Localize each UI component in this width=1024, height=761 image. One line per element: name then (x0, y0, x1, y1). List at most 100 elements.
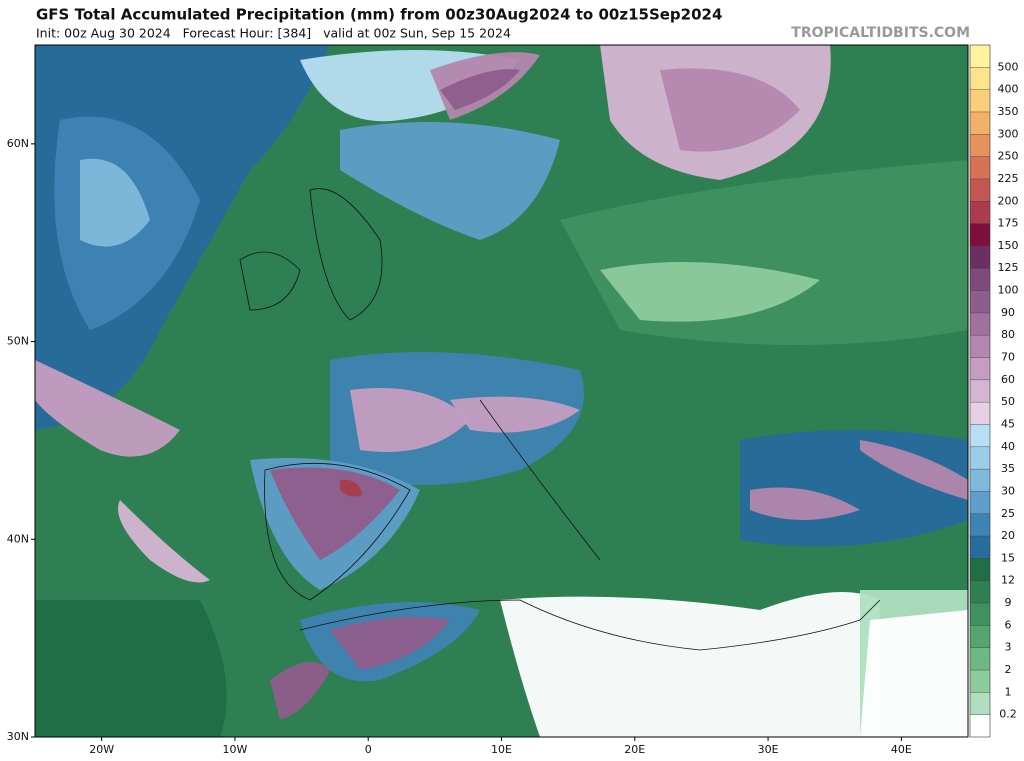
subtitle: Init: 00z Aug 30 2024 Forecast Hour: [38… (36, 26, 511, 41)
colorbar-cell (970, 625, 990, 648)
precip-shade (450, 396, 580, 433)
colorbar-cell (970, 580, 990, 604)
colorbar-label: 400 (998, 83, 1019, 96)
colorbar-label: 30 (1001, 484, 1015, 497)
colorbar-cell (970, 491, 990, 514)
colorbar-label: 80 (1001, 328, 1015, 341)
precip-shade (350, 388, 470, 452)
colorbar-cell (970, 223, 990, 246)
colorbar-label: 20 (1001, 529, 1015, 542)
colorbar-label: 300 (998, 127, 1019, 140)
precip-shade (340, 122, 560, 240)
colorbar-cell (970, 603, 990, 626)
precip-shade (270, 467, 400, 560)
colorbar-cell (970, 379, 990, 403)
precip-shade (860, 610, 968, 737)
colorbar-label: 200 (998, 194, 1019, 207)
colorbar-cell (970, 692, 990, 715)
colorbar-label: 90 (1001, 306, 1015, 319)
colorbar-label: 100 (998, 284, 1019, 297)
colorbar-cell (970, 469, 990, 492)
precip-shade (600, 262, 820, 322)
colorbar-cell (970, 201, 990, 224)
colorbar-label: 45 (1001, 417, 1015, 430)
colorbar-label: 150 (998, 239, 1019, 252)
precip-shade (750, 487, 860, 520)
colorbar-cell (970, 67, 990, 90)
precip-shade (330, 616, 450, 670)
precip-shade (860, 440, 968, 500)
colorbar-label: 250 (998, 150, 1019, 163)
colorbar-cell (970, 178, 990, 202)
colorbar-cell (970, 312, 990, 336)
lon-tick-label: 20E (624, 743, 645, 756)
colorbar-cell (970, 45, 990, 68)
colorbar-label: 225 (998, 172, 1019, 185)
colorbar-label: 2 (1005, 663, 1012, 676)
colorbar-cell (970, 536, 990, 559)
lon-tick-label: 30E (758, 743, 779, 756)
coastline (239, 251, 301, 311)
coastline (309, 188, 383, 321)
lat-tick-label: 40N (7, 532, 29, 545)
lon-tick-label: 20W (89, 743, 114, 756)
precip-shade (118, 500, 210, 583)
colorbar-frame (969, 44, 991, 738)
title: GFS Total Accumulated Precipitation (mm)… (36, 6, 722, 24)
colorbar-cell (970, 714, 990, 737)
colorbar-cell (970, 89, 990, 112)
colorbar-label: 0.2 (999, 708, 1017, 721)
precip-shade (80, 158, 150, 247)
colorbar-label: 12 (1001, 574, 1015, 587)
colorbar-cell (970, 290, 990, 313)
lat-tick-label: 50N (7, 335, 29, 348)
colorbar-cell (970, 245, 990, 269)
colorbar-label: 6 (1005, 618, 1012, 631)
colorbar-label: 70 (1001, 351, 1015, 364)
precip-shade (340, 479, 362, 497)
colorbar-label: 350 (998, 105, 1019, 118)
colorbar-label: 500 (998, 60, 1019, 73)
lon-tick-label: 10E (491, 743, 512, 756)
site-name: TROPICALTIDBITS.COM (791, 25, 970, 41)
precip-shade (270, 662, 330, 720)
colorbar-cell (970, 357, 990, 380)
lon-tick-label: 40E (891, 743, 912, 756)
colorbar-label: 60 (1001, 373, 1015, 386)
colorbar-cell (970, 446, 990, 470)
lon-tick-label: 10W (222, 743, 247, 756)
lat-tick-label: 30N (7, 730, 29, 743)
colorbar-label: 125 (998, 261, 1019, 274)
colorbar-cell (970, 402, 990, 425)
colorbar-label: 40 (1001, 440, 1015, 453)
precip-shade (35, 360, 180, 457)
colorbar-cell (970, 670, 990, 693)
colorbar-label: 9 (1005, 596, 1012, 609)
colorbar-cell (970, 335, 990, 358)
coastline (264, 462, 411, 601)
lon-tick-label: 0 (365, 743, 372, 756)
colorbar-label: 1 (1005, 685, 1012, 698)
precip-shade (35, 600, 227, 737)
precip-shade (500, 592, 880, 737)
colorbar-label: 50 (1001, 395, 1015, 408)
coastline (479, 399, 601, 561)
colorbar-label: 3 (1005, 641, 1012, 654)
colorbar-label: 175 (998, 217, 1019, 230)
colorbar-cell (970, 111, 990, 135)
colorbar-label: 15 (1001, 551, 1015, 564)
colorbar-cell (970, 558, 990, 581)
colorbar-label: 35 (1001, 462, 1015, 475)
precip-shade (440, 69, 520, 110)
precip-field (35, 45, 968, 737)
precip-shade (660, 68, 800, 152)
colorbar-cell (970, 513, 990, 537)
coastline (299, 599, 881, 651)
colorbar-cell (970, 424, 990, 447)
lat-tick-label: 60N (7, 137, 29, 150)
colorbar-cell (970, 647, 990, 671)
colorbar-cell (970, 156, 990, 179)
colorbar-cell (970, 134, 990, 157)
